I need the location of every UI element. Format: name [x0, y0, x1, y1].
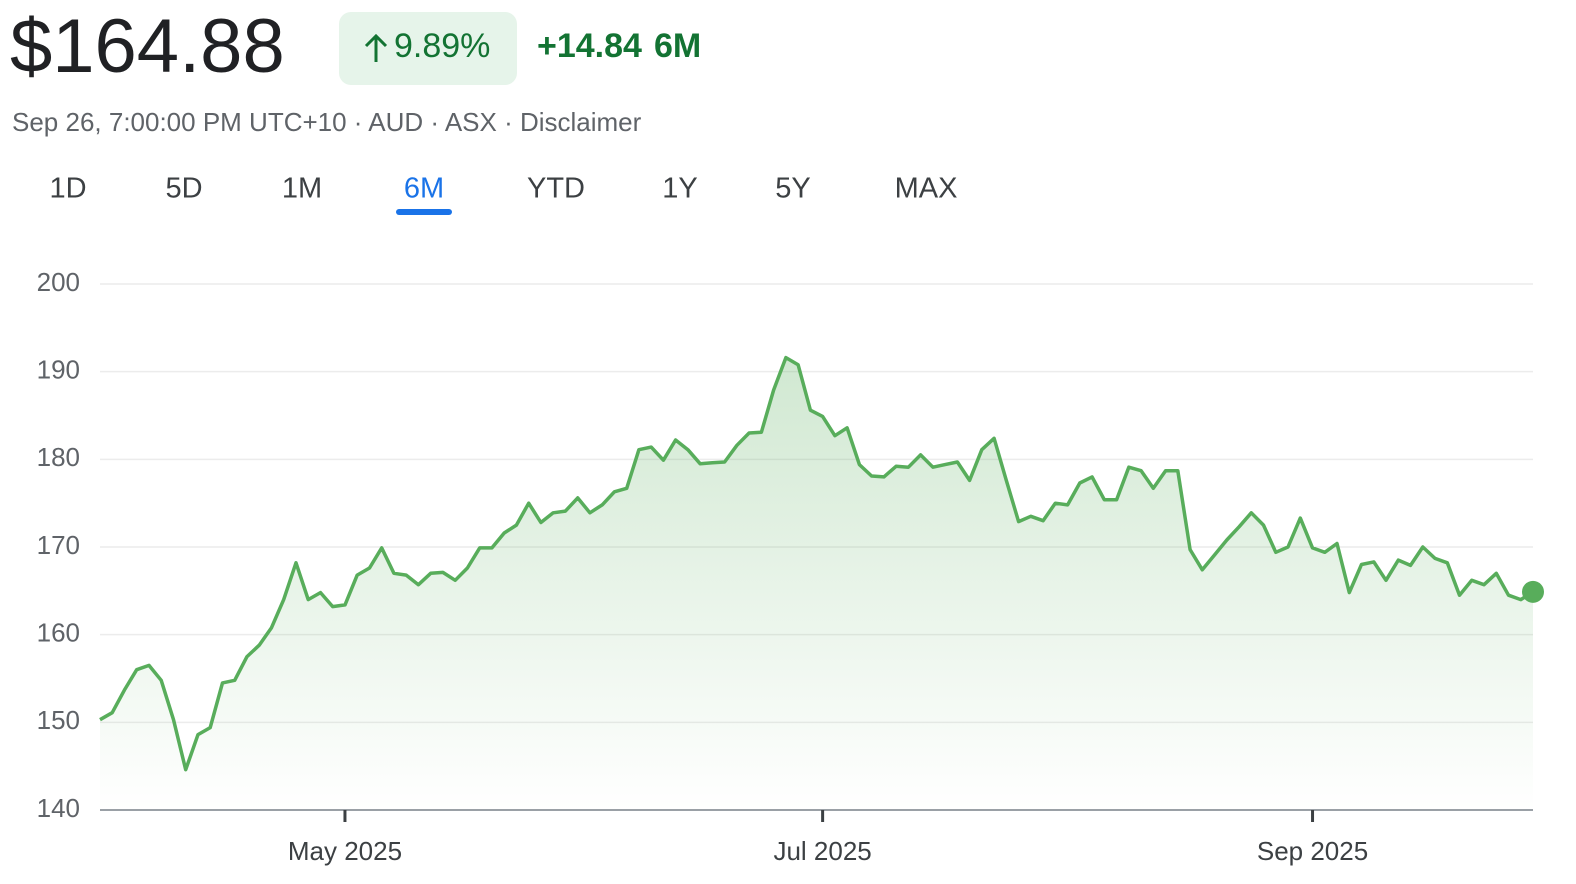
- y-tick-label: 170: [37, 530, 80, 560]
- range-tab[interactable]: 6M: [404, 173, 444, 205]
- y-tick-label: 160: [37, 618, 80, 648]
- y-tick-label: 140: [37, 793, 80, 823]
- y-tick-label: 200: [37, 267, 80, 297]
- range-tab[interactable]: 1M: [282, 173, 322, 205]
- change-percent: 9.89%: [394, 27, 490, 65]
- range-tab[interactable]: 5Y: [775, 173, 810, 205]
- range-tab[interactable]: MAX: [895, 173, 958, 205]
- range-tab[interactable]: 1D: [49, 173, 86, 205]
- price: $164.88: [10, 4, 285, 89]
- y-tick-label: 150: [37, 705, 80, 735]
- tab-underline: [396, 209, 452, 215]
- x-tick-label: Jul 2025: [773, 836, 871, 866]
- period: 6M: [654, 27, 701, 65]
- change-badge: [339, 12, 517, 85]
- price-line: [99, 355, 1534, 772]
- change-abs: +14.84: [537, 27, 642, 65]
- range-tab[interactable]: YTD: [527, 173, 585, 205]
- range-tab[interactable]: 1Y: [662, 173, 697, 205]
- area: [100, 357, 1533, 810]
- up-arrow: [364, 33, 388, 62]
- y-tick-label: 190: [37, 355, 80, 385]
- x-tick-label: Sep 2025: [1257, 836, 1368, 866]
- info-line: Sep 26, 7:00:00 PM UTC+10 · AUD · ASX · …: [12, 107, 642, 137]
- range-tab[interactable]: 5D: [165, 173, 202, 205]
- last-point: [1522, 580, 1544, 603]
- x-tick-label: May 2025: [288, 836, 402, 866]
- y-tick-label: 180: [37, 442, 80, 472]
- change-line: +14.84 6M: [537, 27, 701, 65]
